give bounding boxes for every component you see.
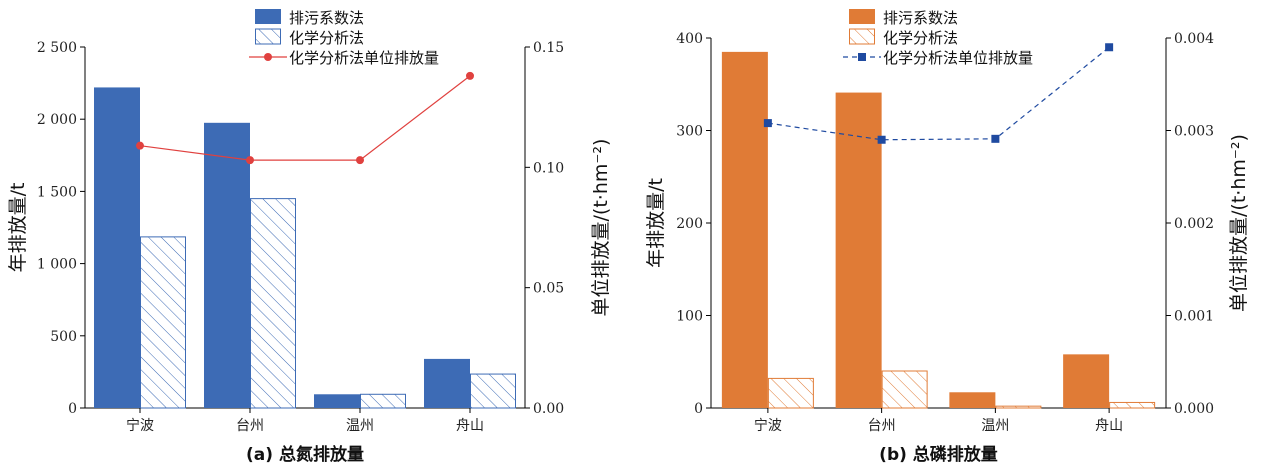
- legend-marker: [858, 53, 866, 61]
- chart-caption: (b) 总磷排放量: [879, 444, 998, 465]
- line-point: [763, 119, 772, 128]
- left-tick-label: 300: [676, 124, 703, 140]
- x-tick-label: 宁波: [126, 417, 154, 434]
- legend-swatch: [255, 28, 281, 45]
- bar-化学分析法: [470, 373, 516, 409]
- legend-label: 化学分析法单位排放量: [289, 49, 439, 67]
- bar-化学分析法: [1109, 401, 1156, 409]
- line-point: [877, 135, 886, 144]
- chart-total-nitrogen: 0 500 1 000 1 500 2 000 2 500 0.00 0.05 0.10 0.15…: [7, 9, 612, 465]
- right-tick-label: 0.003: [1174, 124, 1214, 140]
- x-tick-label: 舟山: [456, 418, 484, 434]
- line-point: [466, 71, 474, 80]
- bar-排污系数法: [94, 87, 140, 408]
- bar-化学分析法: [140, 236, 186, 409]
- right-tick-label: 0.10: [533, 160, 564, 176]
- line-point: [136, 141, 144, 150]
- bar-化学分析法: [250, 198, 296, 409]
- right-tick-label: 0.15: [533, 40, 564, 56]
- legend-label: 排污系数法: [289, 9, 364, 27]
- x-tick-label: 台州: [236, 418, 264, 434]
- chart-total-phosphorus: 0 100 200 300 400 0.000 0.001 0.002 0.003 0.004 宁波…: [645, 9, 1250, 465]
- bar-化学分析法: [995, 405, 1042, 409]
- right-tick-label: 0.000: [1174, 401, 1214, 417]
- x-tick-label: 宁波: [754, 417, 782, 434]
- left-tick-label: 100: [676, 309, 703, 325]
- left-tick-label: 0: [694, 401, 703, 417]
- right-tick-label: 0.004: [1174, 31, 1214, 47]
- line-point: [356, 156, 364, 165]
- legend-swatch: [255, 9, 281, 24]
- y2-axis-title: 单位排放量/(t·hm⁻²): [1228, 134, 1250, 312]
- bar-排污系数法: [721, 51, 768, 408]
- legend-swatch: [849, 9, 875, 24]
- legend-label: 化学分析法: [883, 29, 958, 47]
- left-tick-label: 0: [68, 401, 77, 417]
- bar-排污系数法: [314, 394, 360, 408]
- y2-axis-title: 单位排放量/(t·hm⁻²): [590, 139, 612, 317]
- left-tick-label: 1 500: [37, 184, 77, 200]
- left-tick-label: 2 000: [37, 112, 77, 128]
- line-point: [1105, 43, 1114, 52]
- legend-swatch: [849, 28, 875, 45]
- legend-label: 化学分析法单位排放量: [883, 49, 1033, 67]
- line-point: [991, 134, 1000, 143]
- bar-排污系数法: [204, 122, 250, 408]
- bar-排污系数法: [424, 358, 470, 408]
- bar-化学分析法: [360, 393, 406, 409]
- bar-排污系数法: [835, 92, 882, 408]
- left-tick-label: 500: [50, 329, 77, 345]
- y-axis-title: 年排放量/t: [7, 183, 29, 273]
- left-tick-label: 200: [676, 216, 703, 232]
- right-tick-label: 0.00: [533, 401, 564, 417]
- bar-化学分析法: [767, 377, 814, 409]
- right-tick-label: 0.001: [1174, 309, 1214, 325]
- line-point: [246, 156, 254, 165]
- x-tick-label: 舟山: [1095, 418, 1123, 434]
- line-化学分析法单位排放量: [139, 75, 471, 161]
- legend-label: 化学分析法: [289, 29, 364, 47]
- y-axis-title: 年排放量/t: [645, 178, 667, 268]
- x-tick-label: 台州: [868, 418, 896, 434]
- x-tick-label: 温州: [981, 418, 1009, 434]
- right-tick-label: 0.05: [533, 281, 564, 297]
- bar-化学分析法: [881, 370, 928, 409]
- left-tick-label: 400: [676, 31, 703, 47]
- chart-caption: (a) 总氮排放量: [246, 444, 364, 465]
- legend-label: 排污系数法: [883, 9, 958, 27]
- bar-排污系数法: [1063, 354, 1110, 408]
- x-tick-label: 温州: [346, 418, 374, 434]
- legend-marker: [264, 53, 272, 61]
- bar-排污系数法: [949, 392, 996, 408]
- left-tick-label: 2 500: [37, 40, 77, 56]
- line-化学分析法单位排放量: [767, 46, 1110, 141]
- right-tick-label: 0.002: [1174, 216, 1214, 232]
- left-tick-label: 1 000: [37, 257, 77, 273]
